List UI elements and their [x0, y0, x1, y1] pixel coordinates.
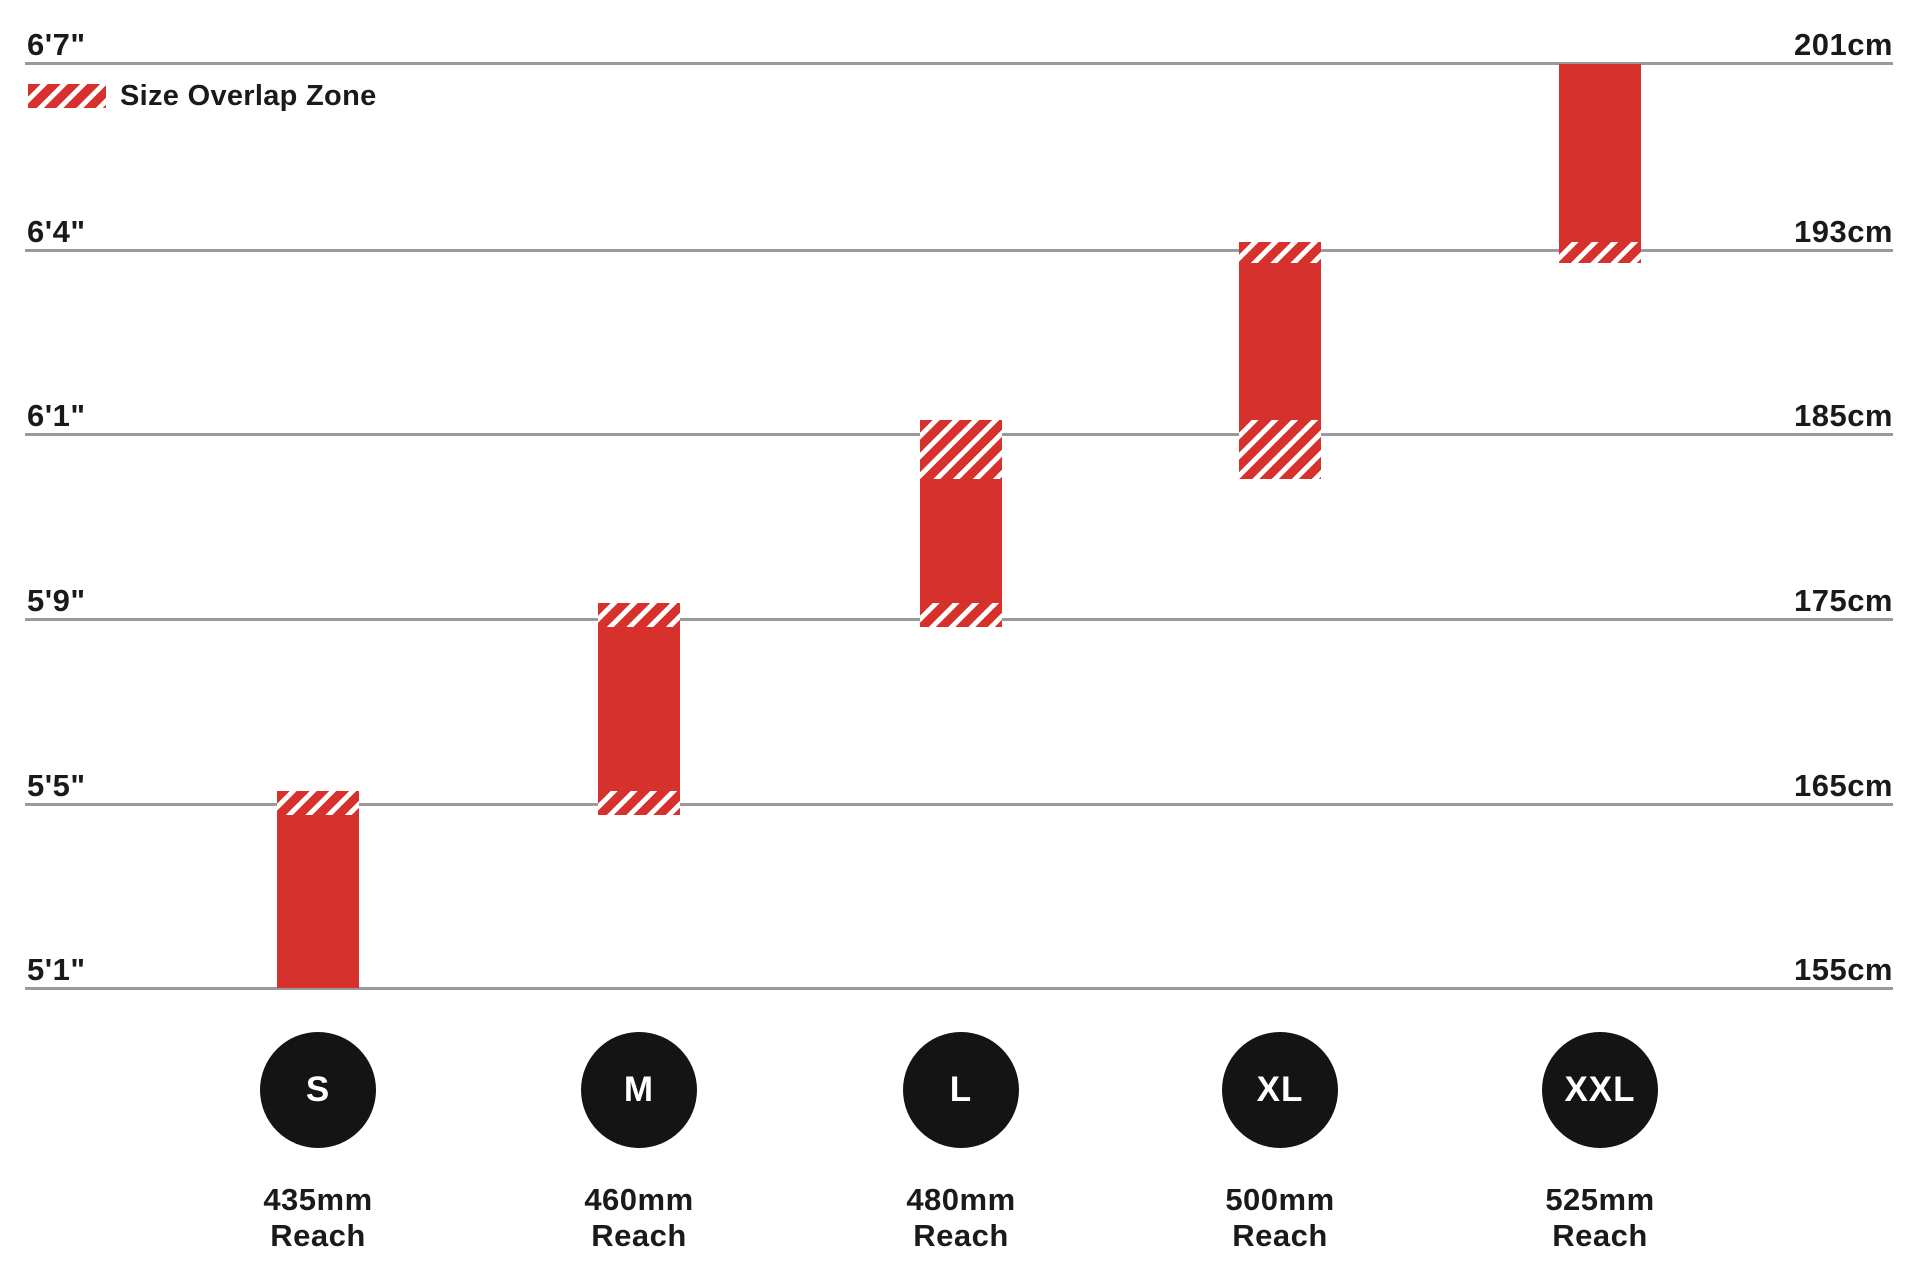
reach-caption: Reach: [913, 1218, 1009, 1253]
reach-caption: Reach: [270, 1218, 366, 1253]
size-circle-xxl: XXL: [1542, 1032, 1658, 1148]
height-label-ftin: 5'1": [27, 952, 86, 987]
height-gridline: [25, 249, 1893, 252]
reach-value: 460mm: [584, 1182, 694, 1217]
reach-label-l: 480mm Reach: [861, 1182, 1061, 1254]
size-bar-xxl-overlap: [1559, 242, 1641, 263]
size-circle-s: S: [260, 1032, 376, 1148]
size-bar-m-overlap: [598, 791, 680, 815]
height-label-ftin: 5'5": [27, 768, 86, 803]
size-circle-m: M: [581, 1032, 697, 1148]
height-label-ftin: 5'9": [27, 583, 86, 618]
height-gridline: [25, 987, 1893, 990]
height-label-ftin: 6'7": [27, 27, 86, 62]
size-bar-xl-solid: [1239, 263, 1321, 420]
size-bar-l-solid: [920, 479, 1002, 603]
reach-caption: Reach: [1552, 1218, 1648, 1253]
reach-value: 525mm: [1545, 1182, 1655, 1217]
reach-label-s: 435mm Reach: [218, 1182, 418, 1254]
size-bar-l-overlap: [920, 420, 1002, 479]
reach-label-m: 460mm Reach: [539, 1182, 739, 1254]
height-label-cm: 155cm: [1793, 952, 1893, 987]
height-label-cm: 193cm: [1793, 214, 1893, 249]
size-bar-xl-overlap: [1239, 420, 1321, 479]
size-bar-xl-overlap: [1239, 242, 1321, 263]
size-bar-s-overlap: [277, 791, 359, 815]
overlap-hatch-swatch-icon: [28, 84, 106, 108]
reach-caption: Reach: [591, 1218, 687, 1253]
size-bar-s-solid: [277, 815, 359, 988]
size-circle-l: L: [903, 1032, 1019, 1148]
height-label-ftin: 6'1": [27, 398, 86, 433]
height-label-cm: 175cm: [1793, 583, 1893, 618]
height-label-cm: 165cm: [1793, 768, 1893, 803]
height-label-cm: 185cm: [1793, 398, 1893, 433]
size-bar-m-overlap: [598, 603, 680, 627]
reach-value: 480mm: [906, 1182, 1016, 1217]
size-bar-l-overlap: [920, 603, 1002, 627]
reach-value: 435mm: [263, 1182, 373, 1217]
height-gridline: [25, 62, 1893, 65]
height-label-ftin: 6'4": [27, 214, 86, 249]
size-bar-m-solid: [598, 627, 680, 791]
height-gridline: [25, 803, 1893, 806]
legend-label: Size Overlap Zone: [120, 80, 377, 112]
size-bar-xxl-solid: [1559, 64, 1641, 242]
height-label-cm: 201cm: [1793, 27, 1893, 62]
reach-label-xl: 500mm Reach: [1180, 1182, 1380, 1254]
reach-caption: Reach: [1232, 1218, 1328, 1253]
reach-label-xxl: 525mm Reach: [1500, 1182, 1700, 1254]
size-circle-xl: XL: [1222, 1032, 1338, 1148]
reach-value: 500mm: [1225, 1182, 1335, 1217]
